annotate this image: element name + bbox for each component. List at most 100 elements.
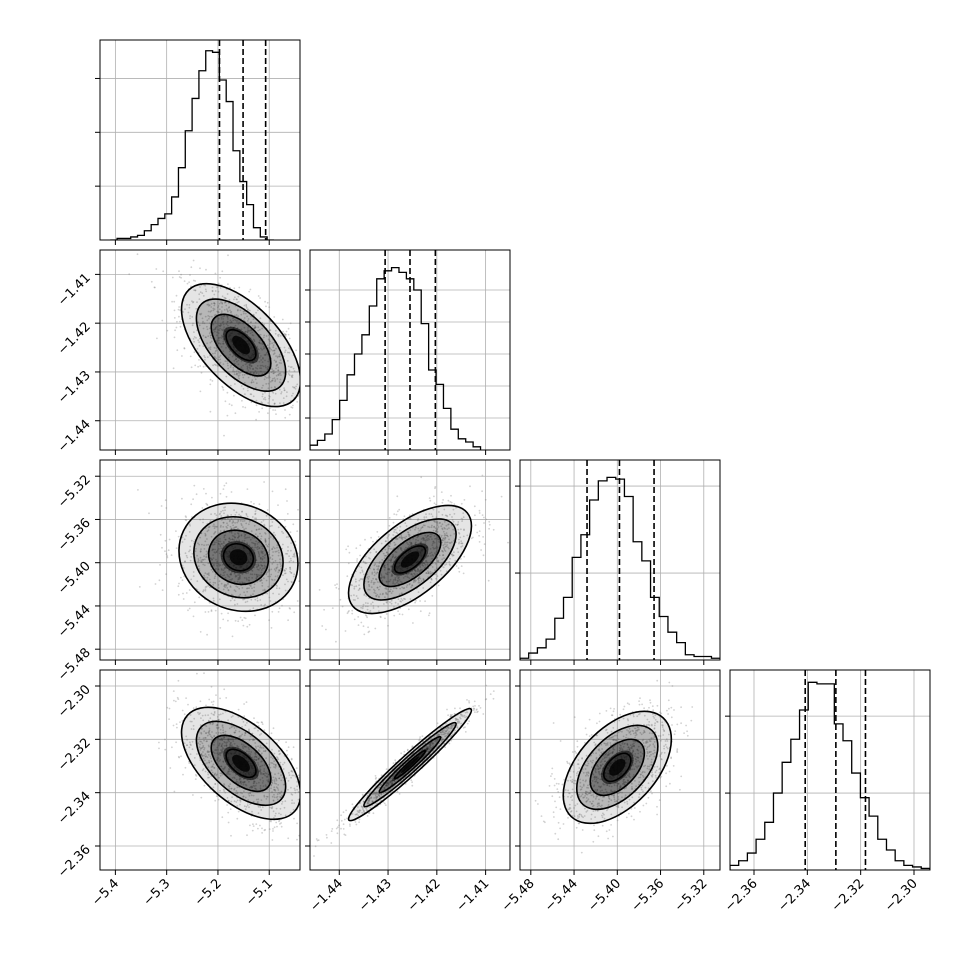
scatter-point <box>401 599 404 602</box>
scatter-point <box>385 540 387 543</box>
scatter-point <box>408 535 411 538</box>
scatter-point <box>261 564 264 567</box>
gridlines <box>100 40 300 240</box>
scatter-point <box>290 375 293 378</box>
scatter-point <box>220 312 223 314</box>
scatter-point <box>354 813 357 816</box>
scatter-point <box>241 374 244 376</box>
scatter-point <box>223 790 226 792</box>
scatter-point <box>204 359 206 361</box>
scatter-point <box>263 588 266 591</box>
scatter-point <box>430 533 433 536</box>
scatter-point <box>290 757 293 760</box>
scatter-point <box>238 286 241 289</box>
scatter-point <box>388 580 391 583</box>
scatter-point <box>248 363 251 366</box>
scatter-point <box>205 732 207 734</box>
scatter-point <box>241 619 244 621</box>
scatter-point <box>373 568 375 570</box>
scatter-point <box>450 725 452 728</box>
scatter-point <box>234 575 237 578</box>
scatter-point <box>394 601 397 604</box>
scatter-point <box>431 515 434 518</box>
scatter-point <box>218 718 220 721</box>
scatter-point <box>228 520 231 523</box>
scatter-point <box>397 603 399 605</box>
scatter-point <box>213 330 216 333</box>
scatter-point <box>270 787 272 790</box>
scatter-point <box>367 631 370 634</box>
scatter-point <box>268 549 271 552</box>
scatter-point <box>415 599 417 602</box>
scatter-point <box>223 740 226 743</box>
scatter-point <box>227 540 230 543</box>
scatter-point <box>206 342 209 345</box>
scatter-point <box>361 607 364 610</box>
scatter-point <box>473 505 476 508</box>
scatter-point <box>362 605 364 608</box>
scatter-point <box>455 506 457 509</box>
scatter-point <box>419 566 422 568</box>
scatter-point <box>227 364 229 367</box>
scatter-point <box>199 724 202 727</box>
scatter-point <box>231 635 234 638</box>
scatter-point <box>219 728 222 731</box>
scatter-point <box>360 578 363 580</box>
scatter-point <box>260 551 263 554</box>
scatter-point <box>173 699 175 702</box>
scatter-point <box>235 370 238 373</box>
scatter-point <box>385 581 388 583</box>
scatter-point <box>211 549 214 552</box>
scatter-point <box>461 542 463 545</box>
scatter-point <box>173 790 176 793</box>
scatter-point <box>230 572 232 575</box>
scatter-point <box>250 381 253 384</box>
scatter-point <box>204 284 207 287</box>
scatter-point <box>248 729 250 732</box>
scatter-point <box>287 619 289 622</box>
scatter-point <box>237 533 240 535</box>
scatter-point <box>254 614 256 617</box>
scatter-point <box>260 521 263 523</box>
scatter-point <box>208 760 210 762</box>
scatter-point <box>282 768 285 770</box>
scatter-point <box>422 539 425 541</box>
scatter-point <box>265 305 267 308</box>
scatter-point <box>222 389 225 391</box>
scatter-point <box>200 753 203 756</box>
scatter-point <box>487 579 490 582</box>
scatter-point <box>273 547 276 550</box>
scatter-point <box>392 553 394 556</box>
scatter-point <box>379 615 382 618</box>
scatter-point <box>441 527 444 530</box>
scatter-point <box>452 554 455 557</box>
scatter-point <box>407 572 410 575</box>
scatter-point <box>261 393 264 396</box>
scatter-point <box>458 532 461 535</box>
scatter-point <box>254 512 257 515</box>
scatter-point <box>254 378 257 381</box>
scatter-point <box>212 525 215 527</box>
scatter-point <box>347 562 350 565</box>
scatter-point <box>286 552 289 555</box>
scatter-point <box>392 555 395 558</box>
scatter-point <box>287 380 289 383</box>
scatter-point <box>220 750 223 753</box>
scatter-point <box>384 596 386 599</box>
scatter-point <box>222 618 225 621</box>
scatter-point <box>272 561 275 564</box>
scatter-point <box>384 554 387 557</box>
scatter-point <box>267 780 270 783</box>
density-fill <box>181 283 300 407</box>
scatter-point <box>270 820 272 823</box>
scatter-point <box>188 550 190 553</box>
scatter-point <box>203 544 206 547</box>
scatter-point <box>271 807 273 810</box>
contour-line-3 <box>210 313 272 377</box>
scatter-point <box>247 579 250 581</box>
scatter-point <box>391 590 394 593</box>
scatter-point <box>361 571 364 573</box>
scatter-point <box>390 777 393 780</box>
scatter-point <box>470 537 473 540</box>
scatter-point <box>428 612 431 615</box>
